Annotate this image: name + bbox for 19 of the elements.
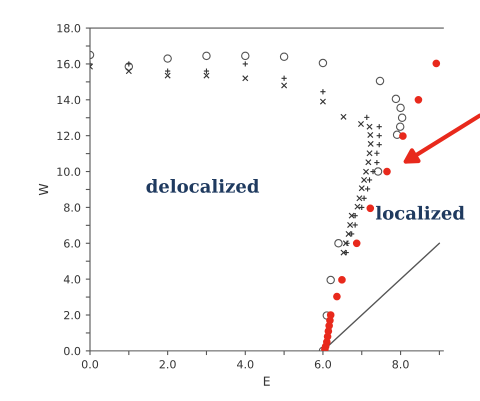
y-tick-label: 6.0 bbox=[64, 239, 80, 248]
x-tick-label: 6.0 bbox=[314, 360, 332, 369]
y-tick-label: 14.0 bbox=[57, 96, 80, 104]
y-axis-title: W bbox=[38, 184, 48, 196]
y-tick-label: 4.0 bbox=[64, 275, 80, 284]
annotation: localized bbox=[376, 206, 465, 220]
x-tick-label: 8.0 bbox=[392, 360, 409, 369]
annotation: delocalized bbox=[146, 178, 260, 193]
y-tick-label: 18.0 bbox=[57, 24, 80, 32]
y-tick-label: 16.0 bbox=[57, 60, 80, 68]
y-tick-label: 8.0 bbox=[64, 203, 80, 212]
x-axis-title: E bbox=[264, 376, 270, 386]
x-tick-label: 2.0 bbox=[160, 360, 176, 369]
y-tick-label: 0.0 bbox=[64, 346, 80, 356]
x-tick-label: 4.0 bbox=[236, 360, 254, 369]
y-tick-label: 2.0 bbox=[64, 310, 80, 320]
y-tick-label: 12.0 bbox=[57, 132, 80, 140]
y-tick-label: 10.0 bbox=[57, 168, 80, 176]
x-tick-label: 0.0 bbox=[82, 360, 98, 369]
